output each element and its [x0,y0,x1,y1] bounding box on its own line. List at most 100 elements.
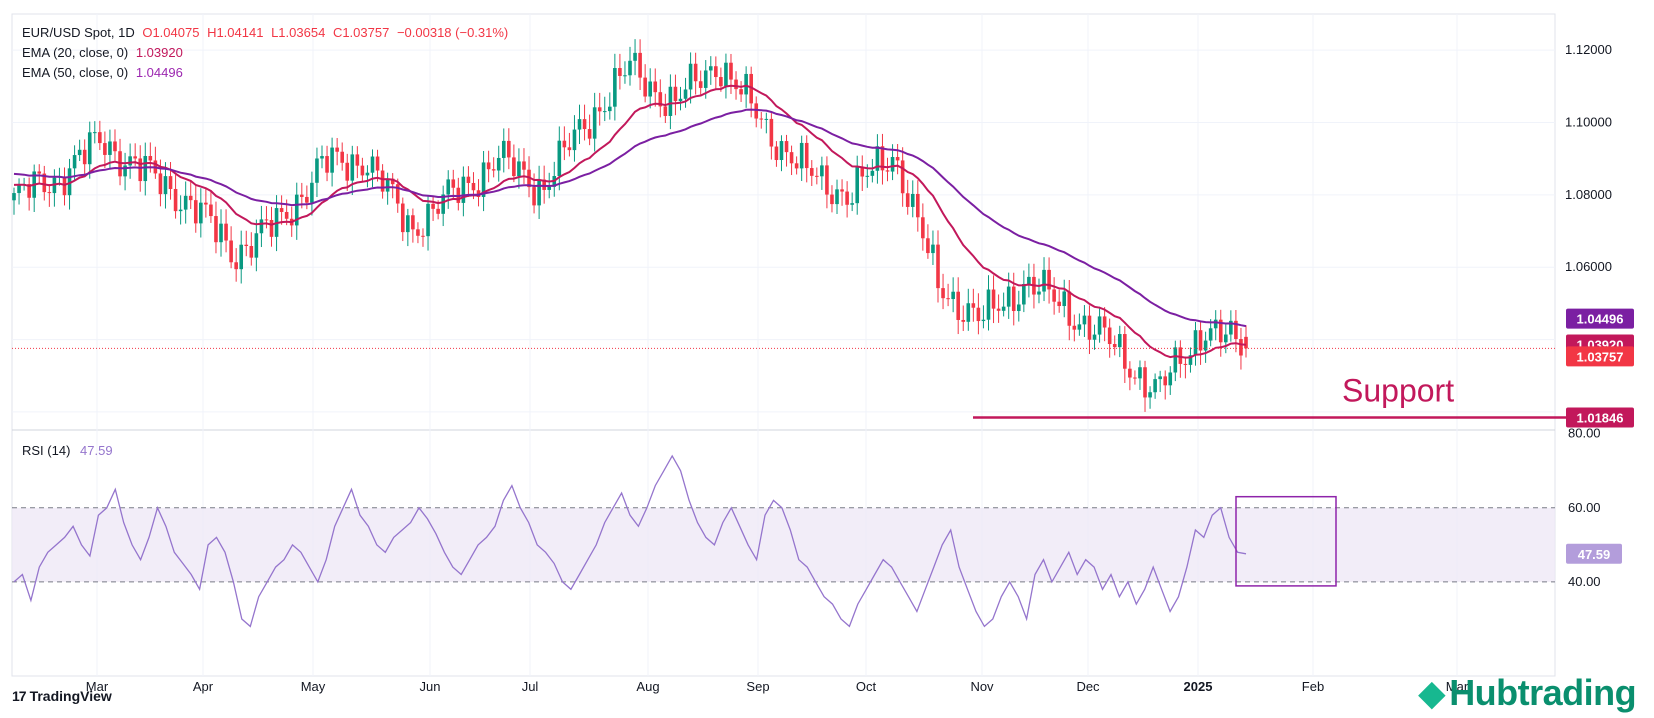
candle-body [623,75,627,77]
candle-body [491,169,496,171]
candle-body [1188,355,1193,365]
candle-body [199,202,203,224]
candle-body [143,155,148,182]
candle-body [239,244,244,270]
candle-body [173,188,178,212]
price-label-text: 1.04496 [1577,312,1624,327]
legend-ema20-label: EMA (20, close, 0) [22,45,129,60]
candle-body [103,143,107,155]
candle-body [1022,283,1026,305]
candle-body [294,194,299,226]
candle-body [416,229,420,236]
candle-body [234,262,238,270]
candle-body [638,52,642,78]
candle-body [264,219,269,221]
x-tick-label: Nov [970,679,994,694]
candle-body [577,119,582,130]
candle-body [865,175,870,177]
rsi-legend-value: 47.59 [80,443,113,458]
candle-body [1117,334,1122,348]
candle-body [1143,367,1147,398]
candle-body [1203,340,1208,351]
candle-body [522,161,526,170]
tradingview-icon: 17 [12,688,27,704]
candle-body [542,179,546,190]
candle-body [971,303,976,308]
candle-body [820,165,824,177]
candle-body [1052,289,1056,302]
candle-body [587,129,592,139]
tradingview-logo[interactable]: 17 TradingView [12,688,112,704]
candle-body [345,162,350,181]
candle-body [406,215,410,233]
rsi-legend[interactable]: RSI (14) 47.59 [22,443,113,458]
candle-body [1042,269,1046,292]
candle-body [1062,291,1067,307]
candle-body [305,196,309,203]
candle-body [830,194,834,205]
candle-body [724,62,728,87]
candle-body [628,60,632,76]
candle-body [557,140,562,177]
candle-body [764,118,769,120]
candle-body [658,92,663,107]
candle-body [663,106,668,116]
candle-body [1092,334,1097,340]
candle-body [259,219,264,234]
candle-body [77,149,82,156]
ohlc-change: −0.00318 (−0.31%) [396,25,509,40]
candle-body [395,184,400,204]
candle-body [880,146,885,171]
candle-body [254,233,259,258]
legend-ema50[interactable]: EMA (50, close, 0) 1.04496 [22,65,187,80]
candle-body [875,146,880,171]
candle-body [643,77,647,97]
candle-body [1027,276,1031,284]
candle-body [219,223,223,243]
candle-body [365,172,370,176]
candle-body [729,62,733,80]
candle-body [466,176,471,183]
candle-body [926,238,930,254]
candle-body [1011,286,1016,312]
candle-body [759,118,764,120]
rsi-y-tick-label: 40.00 [1568,574,1601,589]
candle-body [193,200,198,224]
candle-body [183,195,188,210]
symbol-name[interactable]: EUR/USD Spot, 1D [22,25,135,40]
candle-body [320,156,324,159]
candle-body [1158,376,1162,380]
candle-body [1087,315,1092,340]
rsi-highlight-box [1235,495,1337,587]
candle-body [350,154,355,181]
x-tick-label: Jul [522,679,539,694]
candle-body [991,289,996,309]
candle-body [673,86,678,102]
x-tick-label: Jun [420,679,441,694]
rsi-value-box [1566,543,1622,564]
candle-body [799,142,804,169]
candle-body [426,203,430,237]
candle-body [315,158,319,183]
candle-body [804,142,809,169]
ohlc-high: H1.04141 [207,25,264,40]
x-tick-label: Oct [856,679,877,694]
candle-body [1001,306,1006,311]
hub-h-icon: ◆ [1418,672,1446,713]
candle-body [1213,319,1218,329]
candle-body [441,194,445,214]
candle-body [698,81,703,88]
candle-body [941,288,945,299]
hubtrading-logo: ◆ Hubtrading [1418,672,1637,714]
candle-body [1112,344,1117,348]
candle-body [1138,367,1142,379]
candle-body [360,165,365,176]
candle-body [133,156,137,159]
candle-body [714,66,718,78]
candle-body [1208,328,1213,341]
candle-body [108,141,112,155]
legend-ema20[interactable]: EMA (20, close, 0) 1.03920 [22,45,187,60]
candle-body [431,203,435,209]
y-tick-label: 1.10000 [1565,115,1612,130]
candle-body [734,79,738,90]
